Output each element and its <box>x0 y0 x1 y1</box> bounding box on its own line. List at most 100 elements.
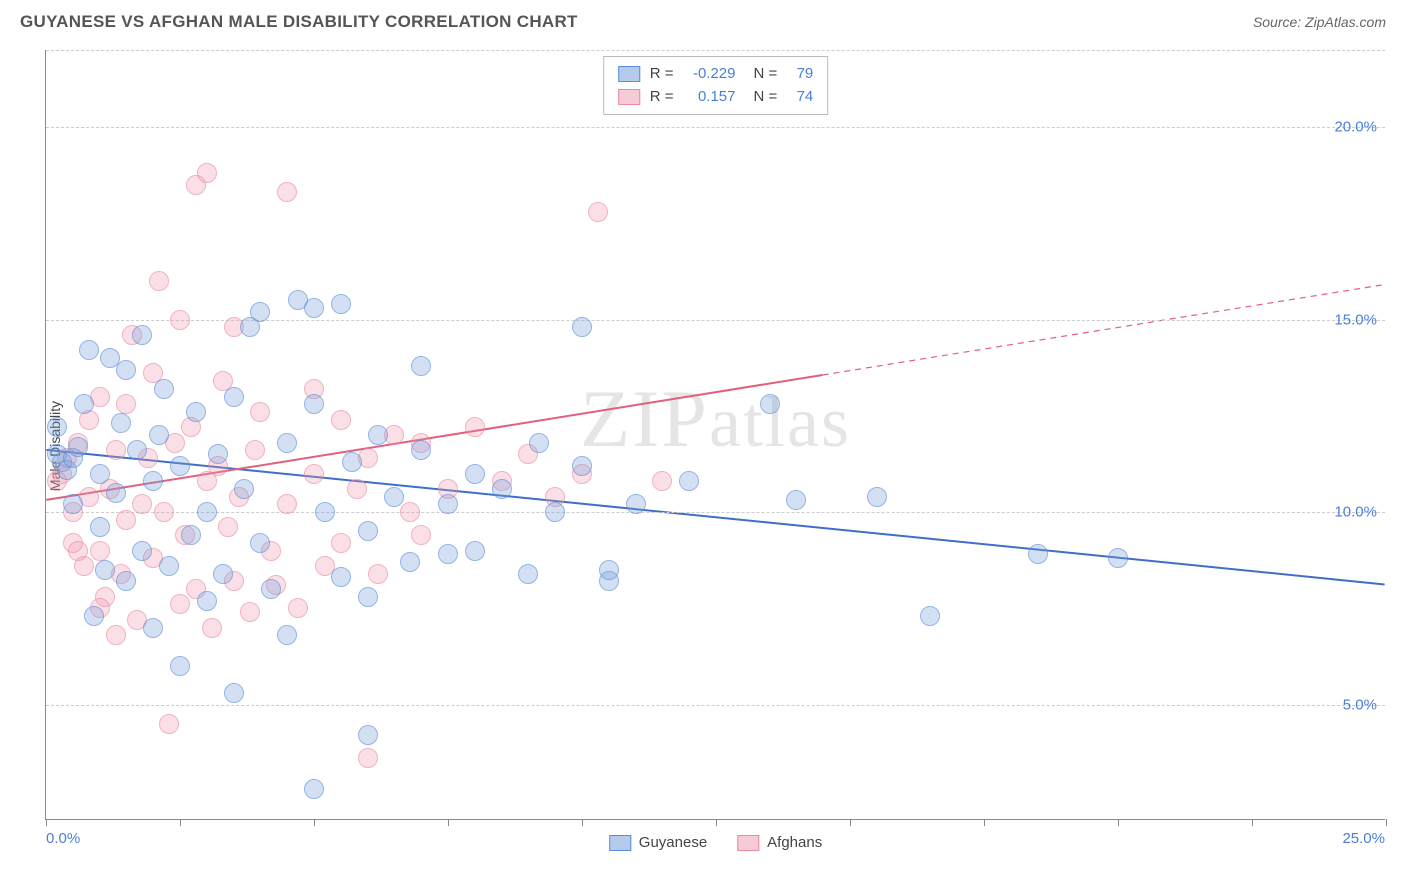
scatter-point <box>529 433 549 453</box>
scatter-point <box>68 437 88 457</box>
scatter-point <box>197 591 217 611</box>
scatter-point <box>197 163 217 183</box>
x-tick <box>850 819 851 826</box>
r-value-afghans: 0.157 <box>684 86 736 109</box>
x-tick <box>984 819 985 826</box>
scatter-point <box>250 402 270 422</box>
scatter-point <box>465 541 485 561</box>
swatch-blue-icon <box>609 835 631 851</box>
scatter-point <box>181 525 201 545</box>
scatter-point <box>170 656 190 676</box>
stat-row-guyanese: R = -0.229 N = 79 <box>618 63 814 86</box>
x-tick <box>46 819 47 826</box>
scatter-point <box>202 618 222 638</box>
scatter-point <box>920 606 940 626</box>
scatter-point <box>331 533 351 553</box>
x-tick <box>1252 819 1253 826</box>
scatter-point <box>149 425 169 445</box>
scatter-point <box>331 410 351 430</box>
scatter-point <box>1108 548 1128 568</box>
r-value-guyanese: -0.229 <box>684 63 736 86</box>
scatter-point <box>545 502 565 522</box>
scatter-point <box>400 502 420 522</box>
legend-item-afghans: Afghans <box>737 834 822 851</box>
scatter-point <box>588 202 608 222</box>
scatter-point <box>159 556 179 576</box>
scatter-point <box>331 567 351 587</box>
gridline <box>46 512 1385 513</box>
scatter-point <box>106 483 126 503</box>
legend-label: Afghans <box>767 834 822 851</box>
scatter-point <box>127 440 147 460</box>
scatter-point <box>400 552 420 572</box>
scatter-point <box>304 394 324 414</box>
scatter-point <box>149 271 169 291</box>
scatter-point <box>208 444 228 464</box>
scatter-point <box>368 425 388 445</box>
gridline <box>46 50 1385 51</box>
scatter-point <box>304 779 324 799</box>
scatter-point <box>652 471 672 491</box>
scatter-point <box>63 494 83 514</box>
scatter-point <box>74 394 94 414</box>
scatter-point <box>197 502 217 522</box>
scatter-point <box>116 510 136 530</box>
scatter-point <box>90 517 110 537</box>
swatch-pink-icon <box>618 89 640 105</box>
scatter-point <box>331 294 351 314</box>
scatter-point <box>572 456 592 476</box>
trendline-dashed <box>823 285 1385 375</box>
scatter-point <box>288 598 308 618</box>
scatter-point <box>465 417 485 437</box>
scatter-point <box>786 490 806 510</box>
scatter-point <box>154 502 174 522</box>
scatter-point <box>170 594 190 614</box>
scatter-point <box>116 394 136 414</box>
stat-label: R = <box>650 86 674 109</box>
scatter-point <box>132 541 152 561</box>
scatter-point <box>679 471 699 491</box>
y-tick-label: 10.0% <box>1334 504 1377 521</box>
scatter-point <box>250 533 270 553</box>
scatter-point <box>234 479 254 499</box>
scatter-point <box>218 517 238 537</box>
scatter-point <box>111 413 131 433</box>
legend-item-guyanese: Guyanese <box>609 834 707 851</box>
scatter-point <box>438 544 458 564</box>
x-tick <box>1386 819 1387 826</box>
scatter-point <box>304 464 324 484</box>
scatter-point <box>358 748 378 768</box>
scatter-point <box>106 440 126 460</box>
x-tick <box>582 819 583 826</box>
scatter-point <box>250 302 270 322</box>
scatter-point <box>154 379 174 399</box>
trendline-solid <box>46 450 1384 585</box>
n-value-guyanese: 79 <box>787 63 813 86</box>
stat-row-afghans: R = 0.157 N = 74 <box>618 86 814 109</box>
scatter-point <box>465 464 485 484</box>
scatter-point <box>84 606 104 626</box>
chart-area: ZIPatlas R = -0.229 N = 79 R = 0.157 N =… <box>45 50 1385 820</box>
scatter-point <box>626 494 646 514</box>
x-tick <box>180 819 181 826</box>
scatter-point <box>438 494 458 514</box>
scatter-point <box>143 471 163 491</box>
scatter-point <box>106 625 126 645</box>
scatter-point <box>95 560 115 580</box>
scatter-point <box>492 479 512 499</box>
stat-label: N = <box>754 63 778 86</box>
scatter-point <box>384 487 404 507</box>
scatter-point <box>116 571 136 591</box>
scatter-point <box>159 714 179 734</box>
scatter-point <box>277 494 297 514</box>
x-tick <box>716 819 717 826</box>
scatter-point <box>867 487 887 507</box>
scatter-point <box>261 579 281 599</box>
scatter-point <box>277 625 297 645</box>
y-tick-label: 5.0% <box>1343 696 1377 713</box>
scatter-point <box>315 502 335 522</box>
scatter-point <box>358 587 378 607</box>
scatter-point <box>411 525 431 545</box>
y-tick-label: 15.0% <box>1334 311 1377 328</box>
scatter-point <box>240 602 260 622</box>
